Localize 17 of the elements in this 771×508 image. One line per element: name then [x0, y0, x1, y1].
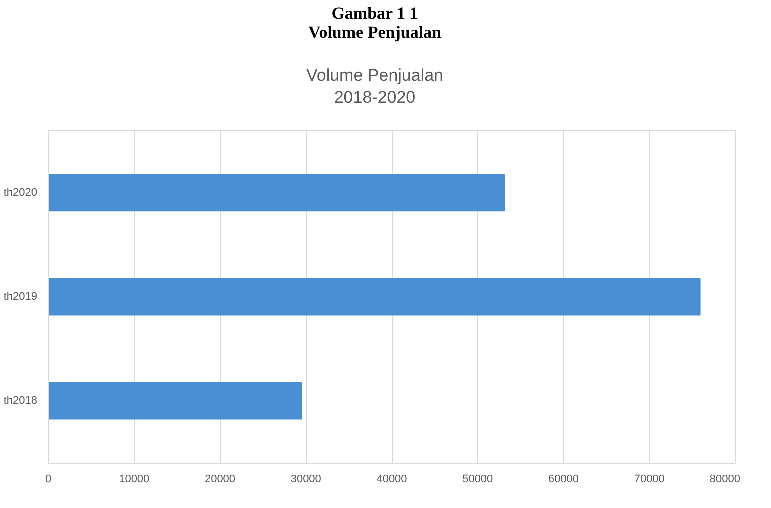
bar [48, 174, 505, 212]
bar [48, 382, 302, 420]
y-tick-label: th2020 [4, 186, 38, 199]
x-tick-label: 30000 [290, 474, 322, 486]
y-tick-label: th2019 [4, 291, 38, 303]
chart-subtitle: Volume Penjualan 2018-2020 [305, 65, 445, 110]
x-tick-label: 60000 [548, 474, 580, 486]
x-tick-label: 0 [45, 474, 52, 486]
x-tick-label: 20000 [204, 474, 236, 486]
x-tick-label: 10000 [119, 474, 150, 486]
x-tick-label: 70000 [634, 474, 665, 486]
x-tick-label: 80000 [710, 474, 741, 486]
x-tick-label: 40000 [376, 474, 408, 486]
chart-title: Gambar 1 1 Volume Penjualan [307, 4, 443, 42]
y-tick-label: th2018 [4, 395, 38, 408]
bar [48, 278, 701, 316]
x-tick-label: 50000 [462, 474, 494, 486]
